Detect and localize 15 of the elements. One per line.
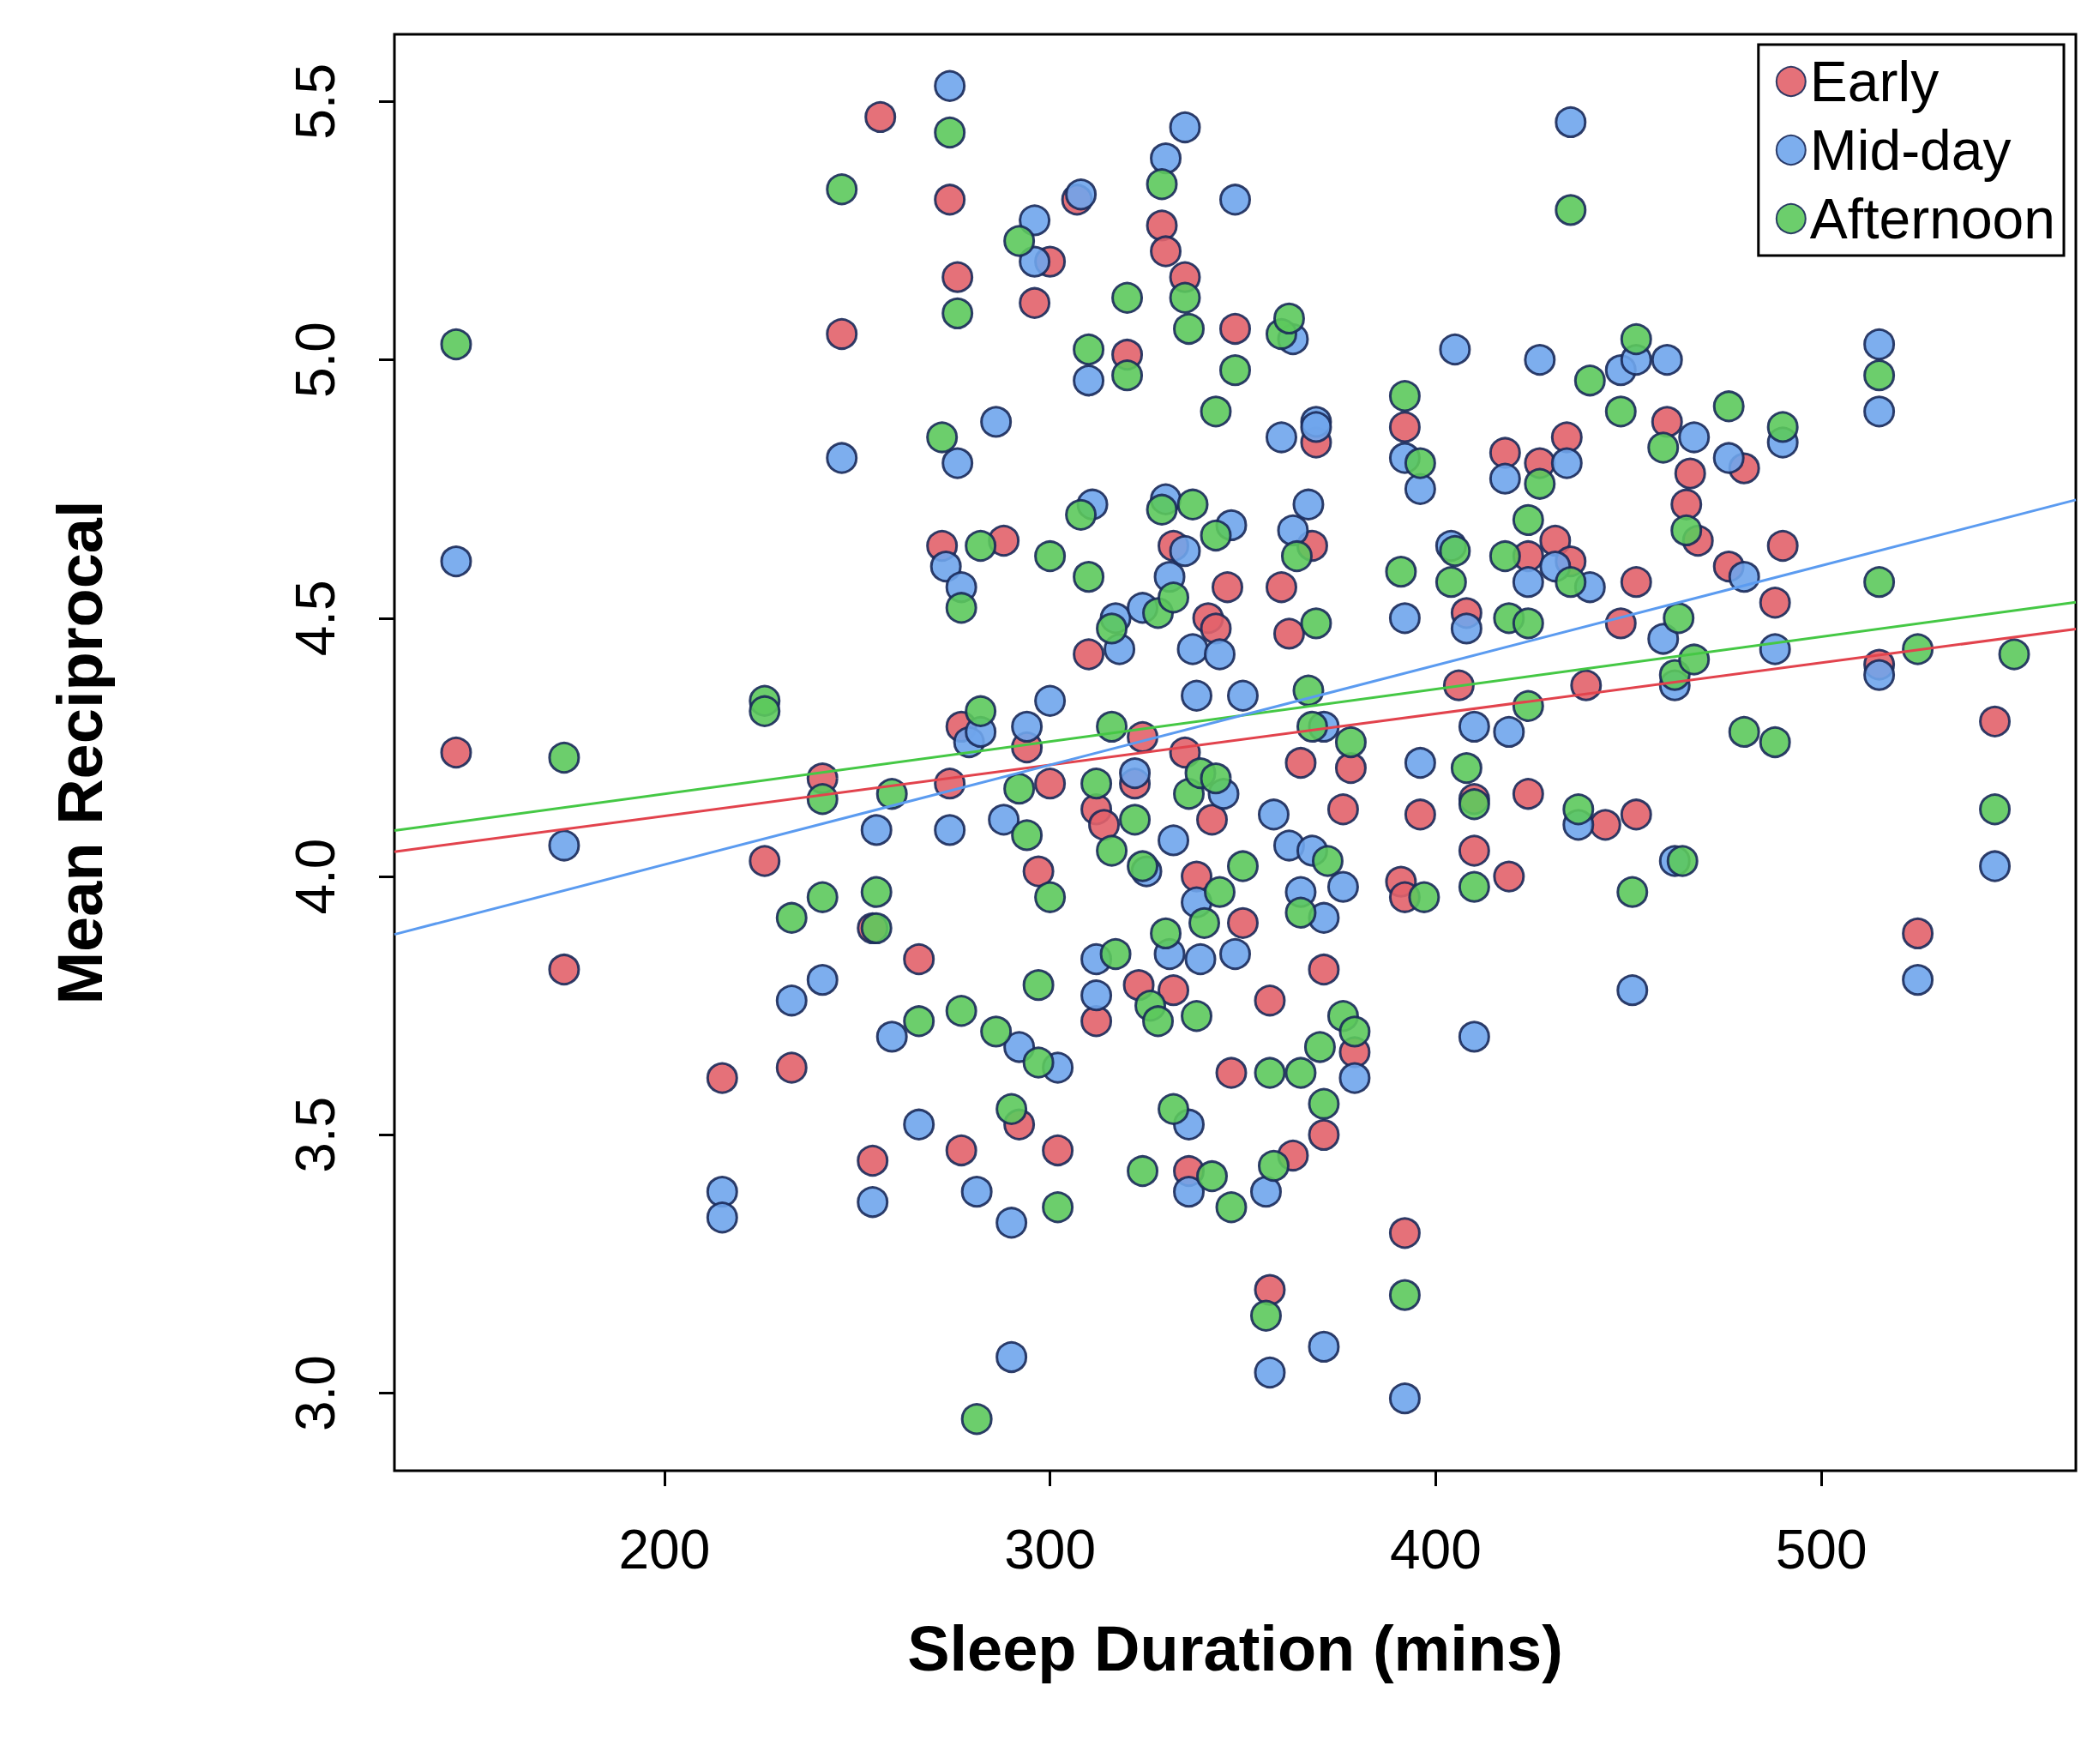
y-tick-label: 5.5: [285, 63, 346, 140]
x-tick-label: 500: [1775, 1519, 1867, 1580]
x-tick-label: 400: [1389, 1519, 1482, 1580]
x-axis-title: Sleep Duration (mins): [907, 1612, 1563, 1684]
y-axis-title: Mean Reciprocal: [44, 500, 116, 1005]
y-tick-label: 3.0: [285, 1355, 346, 1432]
y-tick-label: 4.5: [285, 580, 346, 657]
y-tick-label: 4.0: [285, 838, 346, 915]
x-tick-label: 200: [618, 1519, 711, 1580]
y-tick-label: 5.0: [285, 322, 346, 399]
legend-label: Early: [1809, 50, 1940, 113]
x-tick-label: 300: [1004, 1519, 1096, 1580]
legend-label: Mid-day: [1809, 118, 2012, 182]
y-tick-label: 3.5: [285, 1096, 346, 1173]
legend-label: Afternoon: [1809, 187, 2056, 250]
